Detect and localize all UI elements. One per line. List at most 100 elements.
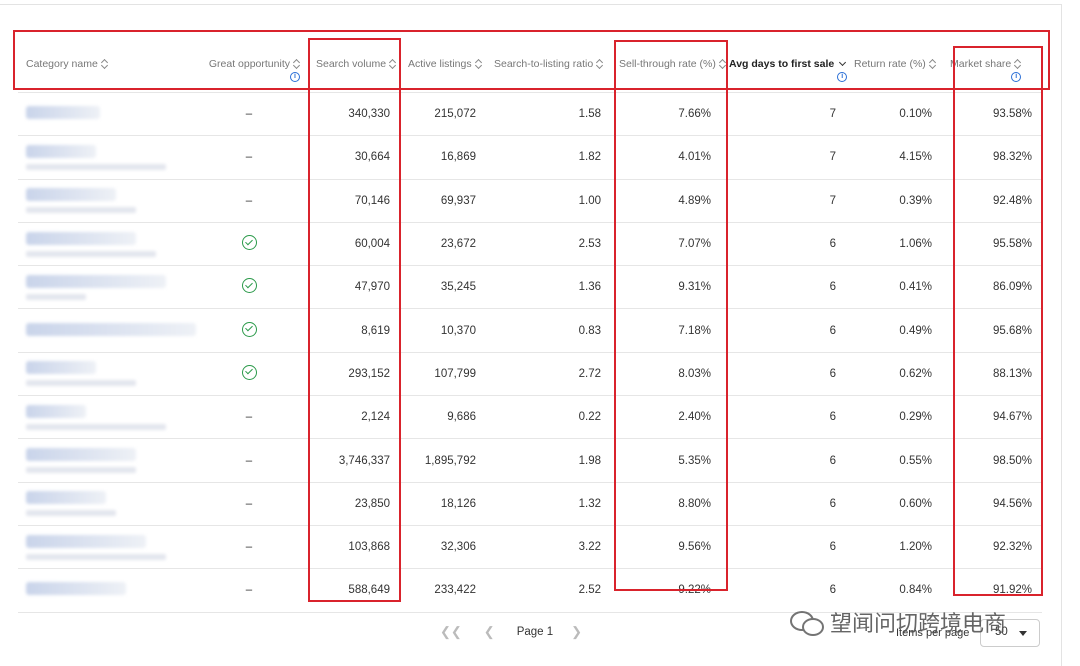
info-icon[interactable]: i bbox=[837, 72, 848, 82]
table-row[interactable]: –70,146 69,937 1.00 4.89% 7 0.39% 92.48% bbox=[18, 178, 1042, 223]
search-to-listing-ratio-cell: 0.22 bbox=[486, 395, 611, 439]
chevron-left-icon[interactable]: ❮ bbox=[483, 624, 495, 639]
col-header-category-name[interactable]: Category name bbox=[18, 36, 190, 93]
table-row[interactable]: –340,330 215,072 1.58 7.66% 7 0.10% 93.58% bbox=[18, 91, 1042, 136]
redacted-category-name bbox=[26, 322, 196, 336]
table-body: –340,330 215,072 1.58 7.66% 7 0.10% 93.58% –30,… bbox=[18, 91, 1042, 613]
category-name-cell[interactable] bbox=[18, 524, 190, 569]
col-header-sell-through-rate[interactable]: Sell-through rate (%) bbox=[611, 36, 721, 93]
redacted-category-name bbox=[26, 404, 86, 418]
sort-icon[interactable] bbox=[389, 58, 396, 70]
redacted-category-subtext bbox=[26, 207, 136, 214]
check-circle-icon bbox=[241, 235, 257, 251]
page-panel bbox=[0, 4, 1062, 666]
col-header-search-to-listing-ratio[interactable]: Search-to-listing ratio bbox=[486, 36, 611, 93]
sort-icon[interactable] bbox=[929, 58, 936, 70]
table-row[interactable]: 8,619 10,370 0.83 7.18% 6 0.49% 95.68% bbox=[18, 308, 1042, 353]
col-header-market-share[interactable]: Market share i bbox=[942, 36, 1042, 93]
active-listings-cell: 18,126 bbox=[400, 481, 486, 526]
category-name-cell[interactable] bbox=[18, 265, 190, 309]
table-row[interactable]: 293,152 107,799 2.72 8.03% 6 0.62% 88.13% bbox=[18, 351, 1042, 396]
table-row[interactable]: –588,649 233,422 2.52 9.22% 6 0.84% 91.92% bbox=[18, 568, 1042, 613]
great-opportunity-cell: – bbox=[190, 481, 308, 526]
category-name-cell[interactable] bbox=[18, 135, 190, 180]
col-header-return-rate[interactable]: Return rate (%) bbox=[846, 36, 942, 93]
category-name-cell[interactable] bbox=[18, 91, 190, 136]
category-name-cell[interactable] bbox=[18, 178, 190, 223]
header-label: Great opportunity bbox=[208, 58, 290, 70]
market-share-cell: 88.13% bbox=[942, 351, 1042, 396]
header-label: Search-to-listing ratio bbox=[494, 58, 594, 70]
great-opportunity-cell bbox=[190, 351, 308, 396]
sort-icon[interactable] bbox=[1014, 58, 1021, 70]
double-chevron-left-icon[interactable]: ❮❮ bbox=[440, 624, 462, 639]
active-listings-cell: 23,672 bbox=[400, 221, 486, 266]
col-header-search-volume[interactable]: Search volume bbox=[308, 36, 400, 93]
table-row[interactable]: –2,124 9,686 0.22 2.40% 6 0.29% 94.67% bbox=[18, 395, 1042, 439]
table-row[interactable]: 47,970 35,245 1.36 9.31% 6 0.41% 86.09% bbox=[18, 265, 1042, 309]
col-header-great-opportunity[interactable]: Great opportunity i bbox=[190, 36, 308, 93]
redacted-category-subtext bbox=[26, 423, 166, 430]
sort-icon[interactable] bbox=[293, 58, 300, 70]
market-share-cell: 94.56% bbox=[942, 481, 1042, 526]
avg-days-cell: 6 bbox=[721, 265, 846, 309]
return-rate-cell: 0.10% bbox=[846, 91, 942, 136]
search-volume-cell: 47,970 bbox=[308, 265, 400, 309]
return-rate-cell: 0.60% bbox=[846, 481, 942, 526]
col-header-active-listings[interactable]: Active listings bbox=[400, 36, 486, 93]
category-name-cell[interactable] bbox=[18, 568, 190, 613]
check-circle-icon bbox=[241, 321, 257, 337]
redacted-category-subtext bbox=[26, 250, 156, 257]
search-to-listing-ratio-cell: 1.32 bbox=[486, 481, 611, 526]
sort-icon[interactable] bbox=[596, 58, 603, 70]
table-row[interactable]: –30,664 16,869 1.82 4.01% 7 4.15% 98.32% bbox=[18, 135, 1042, 180]
items-per-page-select[interactable]: 50 bbox=[980, 619, 1040, 647]
return-rate-cell: 4.15% bbox=[846, 135, 942, 180]
redacted-category-subtext bbox=[26, 467, 136, 474]
info-icon[interactable]: i bbox=[290, 72, 300, 82]
table-row[interactable]: –3,746,337 1,895,792 1.98 5.35% 6 0.55% 98.50% bbox=[18, 438, 1042, 483]
category-name-cell[interactable] bbox=[18, 395, 190, 439]
col-header-avg-days-to-first-sale[interactable]: Avg days to first sale i bbox=[721, 36, 848, 93]
table-row[interactable]: –23,850 18,126 1.32 8.80% 6 0.60% 94.56% bbox=[18, 481, 1042, 526]
chevron-right-icon[interactable]: ❯ bbox=[571, 624, 583, 639]
header-label: Sell-through rate (%) bbox=[619, 58, 716, 70]
header-label: Category name bbox=[26, 58, 98, 70]
market-share-cell: 95.58% bbox=[942, 221, 1042, 266]
items-per-page-value: 50 bbox=[995, 626, 1008, 638]
return-rate-cell: 1.06% bbox=[846, 221, 942, 266]
avg-days-cell: 7 bbox=[721, 178, 846, 223]
search-volume-cell: 30,664 bbox=[308, 135, 400, 180]
category-name-cell[interactable] bbox=[18, 221, 190, 266]
great-opportunity-cell bbox=[190, 308, 308, 353]
category-name-cell[interactable] bbox=[18, 481, 190, 526]
return-rate-cell: 0.41% bbox=[846, 265, 942, 309]
search-to-listing-ratio-cell: 1.98 bbox=[486, 438, 611, 483]
dropdown-caret-icon bbox=[1019, 631, 1027, 636]
search-volume-cell: 2,124 bbox=[308, 395, 400, 439]
redacted-category-subtext bbox=[26, 510, 116, 517]
return-rate-cell: 0.84% bbox=[846, 568, 942, 613]
redacted-category-subtext bbox=[26, 293, 86, 300]
info-icon[interactable]: i bbox=[1011, 72, 1022, 82]
search-volume-cell: 23,850 bbox=[308, 481, 400, 526]
search-to-listing-ratio-cell: 1.36 bbox=[486, 265, 611, 309]
category-name-cell[interactable] bbox=[18, 308, 196, 353]
category-name-cell[interactable] bbox=[18, 438, 190, 483]
table-header-row: Category name Great opportunity i Search … bbox=[18, 36, 1042, 93]
search-to-listing-ratio-cell: 1.58 bbox=[486, 91, 611, 136]
redacted-category-subtext bbox=[26, 163, 166, 170]
return-rate-cell: 1.20% bbox=[846, 524, 942, 569]
table-row[interactable]: 60,004 23,672 2.53 7.07% 6 1.06% 95.58% bbox=[18, 221, 1042, 266]
sort-icon[interactable] bbox=[101, 58, 108, 70]
active-listings-cell: 10,370 bbox=[400, 308, 486, 353]
sort-icon[interactable] bbox=[475, 58, 482, 70]
category-name-cell[interactable] bbox=[18, 351, 190, 396]
sort-icon[interactable] bbox=[719, 58, 726, 70]
redacted-category-name bbox=[26, 534, 146, 548]
table-row[interactable]: –103,868 32,306 3.22 9.56% 6 1.20% 92.32% bbox=[18, 524, 1042, 569]
redacted-category-name bbox=[26, 106, 100, 120]
chevron-down-icon[interactable] bbox=[839, 58, 847, 67]
market-share-cell: 92.48% bbox=[942, 178, 1042, 223]
active-listings-cell: 215,072 bbox=[400, 91, 486, 136]
